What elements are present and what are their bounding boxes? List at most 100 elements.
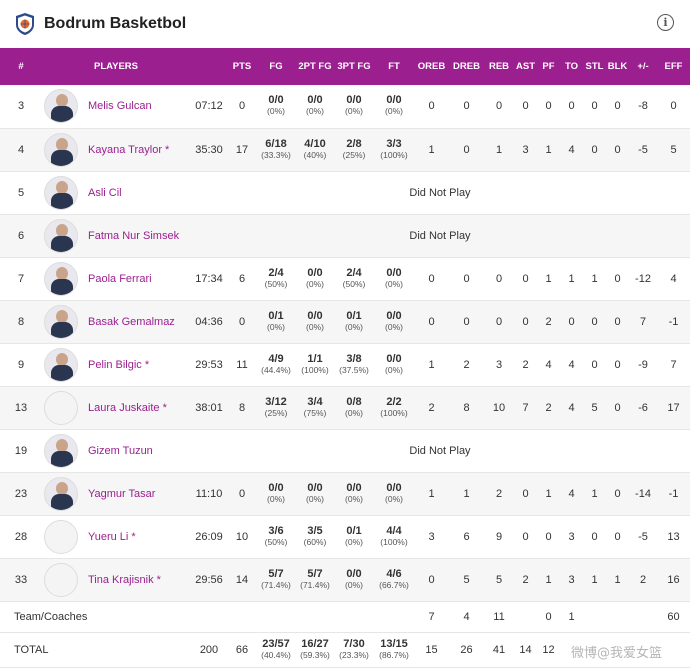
info-icon[interactable]: i <box>657 14 674 31</box>
player-name-link[interactable]: Basak Gemalmaz <box>88 315 175 328</box>
stat-stl: 0 <box>591 100 598 113</box>
player-name-link[interactable]: Laura Juskaite * <box>88 401 167 414</box>
points: 0 <box>238 487 246 500</box>
col-header[interactable]: # <box>18 61 24 72</box>
stat-eff: 7 <box>670 358 677 371</box>
stat-eff: 17 <box>667 401 680 414</box>
jersey-number: 9 <box>17 358 25 371</box>
shooting-stat: 4/4 (100%) <box>380 524 408 547</box>
col-header[interactable]: EFF <box>664 61 683 72</box>
shooting-stat: 0/0 (0%) <box>306 309 324 332</box>
player-avatar <box>44 304 78 339</box>
stat-stl: 0 <box>591 143 598 156</box>
points: 66 <box>235 643 249 656</box>
col-header[interactable]: FG <box>269 61 283 72</box>
stat-reb: 3 <box>495 358 503 371</box>
stat-oreb: 2 <box>428 401 435 414</box>
col-header[interactable]: DREB <box>453 61 480 72</box>
minutes: 38:01 <box>195 401 223 414</box>
col-header[interactable]: TO <box>564 61 579 72</box>
col-header[interactable]: 3PT FG <box>337 61 371 72</box>
player-avatar <box>44 347 78 382</box>
stat-dreb: 0 <box>463 315 470 328</box>
stat-pf: 0 <box>545 100 552 113</box>
player-name-link[interactable]: Fatma Nur Simsek <box>88 229 180 242</box>
minutes: 29:53 <box>195 358 223 371</box>
player-row[interactable]: 33 Tina Krajisnik * 29:56 14 5/7 (71.4%) 5/7 (7… <box>0 558 690 601</box>
player-row[interactable]: 19 Gizem Tuzun Did Not Play <box>0 429 690 472</box>
stat-to: 4 <box>568 487 575 500</box>
player-row[interactable]: 3 Melis Gulcan 07:12 0 0/0 (0%) 0/0 (0%) 0/0 (0%)… <box>0 85 690 128</box>
stat-to: 4 <box>568 143 575 156</box>
col-header[interactable]: 2PT FG <box>298 61 332 72</box>
player-row[interactable]: 23 Yagmur Tasar 11:10 0 0/0 (0%) 0/0 (0%) 0/0 (0%… <box>0 472 690 515</box>
stat-blk: 0 <box>614 315 621 328</box>
stat-blk: 0 <box>614 530 621 543</box>
player-avatar <box>44 175 78 210</box>
points: 8 <box>238 401 246 414</box>
player-name-link[interactable]: Gizem Tuzun <box>88 444 153 457</box>
minutes: 11:10 <box>195 487 223 500</box>
player-name-link[interactable]: Melis Gulcan <box>88 100 152 113</box>
player-avatar <box>44 519 78 554</box>
player-row[interactable]: 28 Yueru Li * 26:09 10 3/6 (50%) 3/5 (60%) 0/1 (0… <box>0 515 690 558</box>
col-header[interactable]: OREB <box>417 61 446 72</box>
stat-pm: -6 <box>638 401 648 414</box>
stat-pf: 12 <box>542 643 555 656</box>
stat-reb: 5 <box>495 573 503 586</box>
col-header[interactable]: +/- <box>637 61 649 72</box>
player-row[interactable]: 6 Fatma Nur Simsek Did Not Play <box>0 214 690 257</box>
shooting-stat: 0/1 (0%) <box>345 309 363 332</box>
col-header[interactable]: AST <box>516 61 535 72</box>
minutes: 35:30 <box>195 143 223 156</box>
shooting-stat: 3/12 (25%) <box>264 395 288 418</box>
stat-blk: 0 <box>614 487 621 500</box>
player-row[interactable]: 7 Paola Ferrari 17:34 6 2/4 (50%) 0/0 (0%) 2/4 (5… <box>0 257 690 300</box>
stat-pm: -14 <box>635 487 651 500</box>
col-header[interactable]: REB <box>488 61 510 72</box>
shooting-stat: 0/0 (0%) <box>345 481 363 504</box>
stat-oreb: 0 <box>428 100 435 113</box>
stat-to: 0 <box>568 100 575 113</box>
player-row[interactable]: 8 Basak Gemalmaz 04:36 0 0/1 (0%) 0/0 (0%) 0/1 (0… <box>0 300 690 343</box>
shooting-stat: 0/0 (0%) <box>385 309 403 332</box>
player-name-link[interactable]: Pelin Bilgic * <box>88 358 150 371</box>
stat-eff: 60 <box>667 610 680 623</box>
stat-pf: 0 <box>545 610 552 623</box>
col-header[interactable]: BLK <box>607 61 628 72</box>
stat-dreb: 0 <box>463 272 470 285</box>
col-header[interactable]: STL <box>585 61 604 72</box>
player-row[interactable]: 9 Pelin Bilgic * 29:53 11 4/9 (44.4%) 1/1 (100%… <box>0 343 690 386</box>
points: 10 <box>235 530 249 543</box>
player-name-link[interactable]: Asli Cil <box>88 186 122 199</box>
player-name-link[interactable]: Yueru Li * <box>88 530 136 543</box>
stat-pm: -5 <box>638 530 648 543</box>
stat-pf: 0 <box>545 530 552 543</box>
shooting-stat: 23/57 (40.4%) <box>261 637 291 660</box>
player-name-link[interactable]: Tina Krajisnik * <box>88 573 161 586</box>
stat-oreb: 0 <box>428 315 435 328</box>
stat-pm: -8 <box>638 100 648 113</box>
shooting-stat: 2/4 (50%) <box>264 266 288 289</box>
col-header[interactable] <box>190 48 228 85</box>
shooting-stat: 0/0 (0%) <box>345 567 363 590</box>
stat-pf: 2 <box>545 401 552 414</box>
player-name-link[interactable]: Kayana Traylor * <box>88 143 170 156</box>
col-header[interactable]: PLAYERS <box>94 61 138 72</box>
player-row[interactable]: 5 Asli Cil Did Not Play <box>0 171 690 214</box>
stat-blk: 1 <box>614 573 621 586</box>
col-header[interactable]: PF <box>542 61 555 72</box>
stat-pm: 7 <box>639 315 647 328</box>
did-not-play: Did Not Play <box>409 444 471 457</box>
stat-blk <box>606 601 629 632</box>
player-name-link[interactable]: Yagmur Tasar <box>88 487 156 500</box>
col-header[interactable]: FT <box>388 61 400 72</box>
player-row[interactable]: 13 Laura Juskaite * 38:01 8 3/12 (25%) 3/4 (75%… <box>0 386 690 429</box>
stat-ast: 0 <box>522 315 529 328</box>
player-name-link[interactable]: Paola Ferrari <box>88 272 152 285</box>
team-name: Bodrum Basketbol <box>44 15 187 32</box>
shooting-stat: 7/30 (23.3%) <box>339 637 369 660</box>
player-row[interactable]: 4 Kayana Traylor * 35:30 17 6/18 (33.3%) 4/10(… <box>0 128 690 171</box>
shooting-stat: 0/0 (0%) <box>385 481 403 504</box>
col-header[interactable]: PTS <box>232 61 252 72</box>
